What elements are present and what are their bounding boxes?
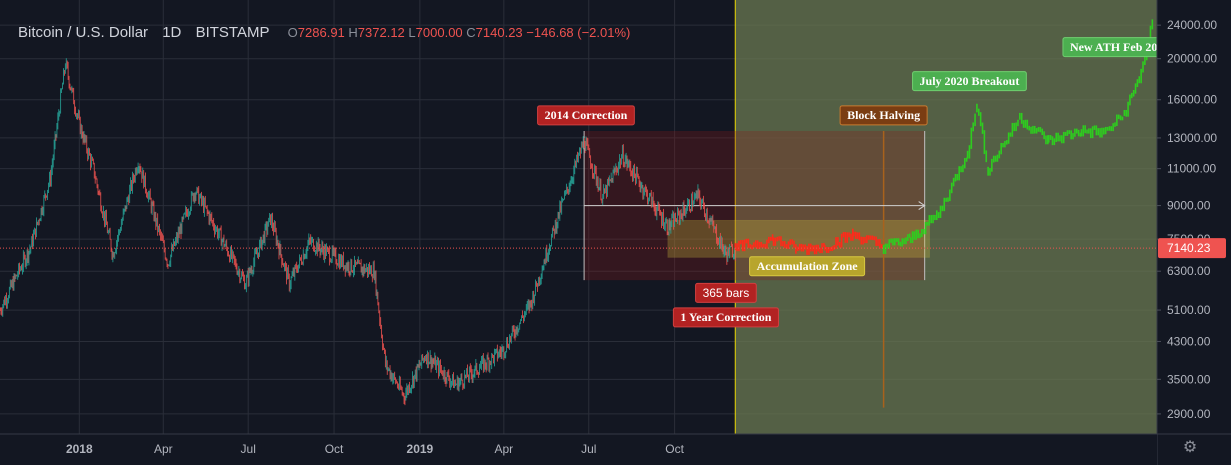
- annotation-text: Block Halving: [847, 108, 920, 122]
- open-label: O: [287, 25, 298, 40]
- x-tick-label: Oct: [665, 442, 684, 456]
- x-tick-label: Apr: [154, 442, 173, 456]
- annotations[interactable]: 2014 Correction Block Halving July 2020 Br…: [537, 37, 1177, 328]
- y-tick-label: 9000.00: [1167, 199, 1211, 213]
- y-tick-label: 11000.00: [1167, 162, 1216, 176]
- low-value: 7000.00: [415, 25, 463, 40]
- accumulation-box: [667, 219, 930, 258]
- annotation-july-2020-breakout[interactable]: July 2020 Breakout: [912, 71, 1027, 92]
- y-tick-label: 4300.00: [1167, 334, 1211, 348]
- y-tick-label: 20000.00: [1167, 52, 1217, 66]
- last-price-badge: [1158, 238, 1226, 259]
- open-value: 7286.91: [297, 25, 345, 40]
- y-tick-label: 13000.00: [1167, 131, 1217, 145]
- annotation-text: 365 bars: [703, 286, 750, 300]
- annotation-box: [537, 105, 635, 126]
- close-label: C: [466, 25, 476, 40]
- x-tick-label: 2018: [66, 442, 93, 456]
- symbol-name[interactable]: Bitcoin / U.S. Dollar: [18, 24, 149, 41]
- y-tick-label: 2900.00: [1167, 407, 1211, 421]
- zones: [583, 0, 1157, 434]
- x-tick-label: Jul: [581, 442, 596, 456]
- measure-arrow-head: [918, 201, 926, 210]
- annotation-accumulation-zone[interactable]: Accumulation Zone: [749, 256, 866, 277]
- interval-label[interactable]: 1D: [162, 24, 182, 41]
- ohlc-values: O7286.91 H7372.12 L7000.00 C7140.23 −146…: [288, 25, 631, 40]
- projection: [734, 19, 1154, 255]
- time-axis: [0, 434, 1157, 465]
- x-tick-label: Jul: [241, 442, 256, 456]
- annotation-box: [749, 256, 866, 277]
- annotation-box: [695, 282, 757, 303]
- high-label: H: [348, 25, 358, 40]
- exchange-label: BITSTAMP: [195, 24, 270, 41]
- annotation-block-halving[interactable]: Block Halving: [839, 105, 928, 126]
- y-tick-label: 16000.00: [1167, 93, 1217, 107]
- high-value: 7372.12: [357, 25, 405, 40]
- y-tick-label: 3500.00: [1167, 372, 1211, 386]
- annotation-1-year-correction[interactable]: 1 Year Correction: [672, 307, 779, 328]
- candles: [0, 58, 736, 406]
- close-value: 7140.23: [475, 25, 523, 40]
- y-tick-label: 6300.00: [1167, 264, 1211, 278]
- x-tick-label: Apr: [495, 442, 514, 456]
- annotation-box: [839, 105, 928, 126]
- x-tick-label: 2019: [407, 442, 434, 456]
- chart-header: Bitcoin / U.S. Dollar 1D BITSTAMP O7286.…: [18, 24, 630, 41]
- annotation-text: 2014 Correction: [545, 108, 628, 122]
- annotation-365-bars[interactable]: 365 bars: [695, 282, 757, 303]
- gear-icon[interactable]: ⚙: [1182, 439, 1198, 456]
- price-axis: [1157, 0, 1231, 465]
- annotation-2014-correction[interactable]: 2014 Correction: [537, 105, 635, 126]
- annotation-text: Accumulation Zone: [757, 259, 859, 273]
- low-label: L: [408, 25, 416, 40]
- annotation-text: 1 Year Correction: [680, 310, 771, 324]
- y-tick-label: 24000.00: [1167, 18, 1217, 32]
- change-value: −146.68 (−2.01%): [526, 25, 631, 40]
- annotation-text: July 2020 Breakout: [920, 74, 1020, 88]
- annotation-text: New ATH Feb 2021: [1070, 40, 1169, 54]
- last-price-label: 7140.23: [1167, 241, 1211, 255]
- y-tick-label: 5100.00: [1167, 303, 1211, 317]
- grid: [0, 0, 1157, 434]
- x-tick-label: Oct: [325, 442, 344, 456]
- annotation-box: [672, 307, 779, 328]
- annotation-box: [912, 71, 1027, 92]
